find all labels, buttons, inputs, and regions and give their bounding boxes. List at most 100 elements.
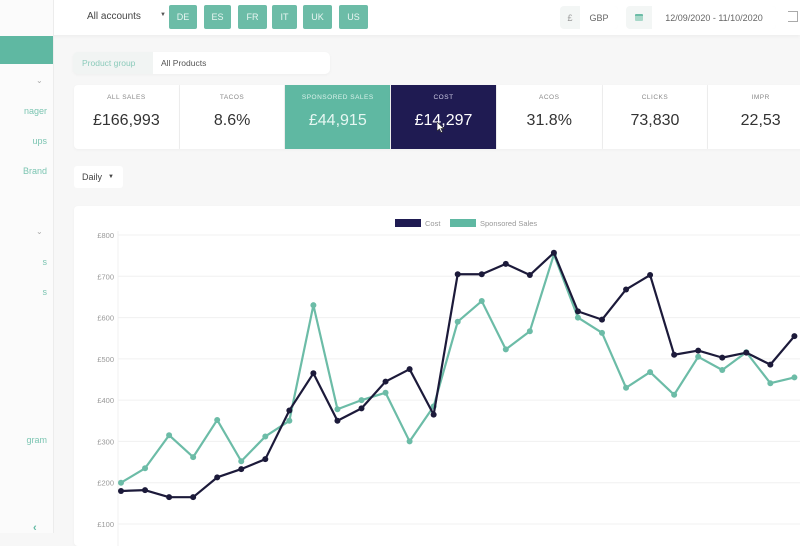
data-point[interactable] xyxy=(767,380,774,387)
data-point[interactable] xyxy=(526,272,533,279)
collapse-sidebar-icon[interactable]: ‹ xyxy=(33,522,37,533)
data-point[interactable] xyxy=(286,407,293,414)
sidebar-item-5[interactable]: s xyxy=(42,287,48,297)
data-point[interactable] xyxy=(454,271,461,278)
logout-icon[interactable] xyxy=(788,11,798,22)
data-point[interactable] xyxy=(599,316,605,323)
currency-select[interactable]: £ GBP xyxy=(560,6,618,29)
data-point[interactable] xyxy=(791,333,798,340)
currency-value[interactable]: GBP xyxy=(580,6,618,29)
marketplace-de-button[interactable]: DE xyxy=(169,5,197,29)
calendar-icon xyxy=(626,6,652,29)
interval-value: Daily xyxy=(82,172,103,182)
data-point[interactable] xyxy=(142,487,149,494)
sidebar-item-brand[interactable]: Brand xyxy=(22,166,47,176)
data-point[interactable] xyxy=(310,302,317,309)
data-point[interactable] xyxy=(599,329,605,336)
data-point[interactable] xyxy=(454,318,461,325)
data-point[interactable] xyxy=(166,494,173,501)
data-point[interactable] xyxy=(286,417,293,424)
kpi-acos[interactable]: ACOS 31.8% xyxy=(496,85,603,149)
sidebar-item-campaign-manager[interactable]: nager xyxy=(23,106,47,116)
date-range-picker[interactable]: 12/09/2020 - 11/10/2020 xyxy=(626,6,776,29)
kpi-sponsored-sales[interactable]: SPONSORED SALES £44,915 xyxy=(285,85,392,149)
top-bar: All accounts ▼ DE ES FR IT UK US £ GBP 1… xyxy=(0,0,800,35)
data-point[interactable] xyxy=(382,389,389,396)
data-point[interactable] xyxy=(382,378,389,385)
sidebar-item-groups[interactable]: ups xyxy=(32,136,47,146)
marketplace-uk-button[interactable]: UK xyxy=(303,5,332,29)
data-point[interactable] xyxy=(334,417,341,424)
kpi-all-sales[interactable]: ALL SALES £166,993 xyxy=(74,85,180,149)
data-point[interactable] xyxy=(262,433,269,440)
date-range-value[interactable]: 12/09/2020 - 11/10/2020 xyxy=(652,6,776,29)
data-point[interactable] xyxy=(695,353,702,360)
sidebar-active-item[interactable] xyxy=(0,36,53,64)
kpi-clicks[interactable]: CLICKS 73,830 xyxy=(602,85,709,149)
legend-label[interactable]: Cost xyxy=(425,219,441,228)
data-point[interactable] xyxy=(406,438,413,445)
data-point[interactable] xyxy=(262,456,269,463)
data-point[interactable] xyxy=(502,260,509,267)
data-point[interactable] xyxy=(574,308,581,315)
data-point[interactable] xyxy=(502,346,509,353)
data-point[interactable] xyxy=(430,411,437,418)
sidebar: ⌄ ⌄ nager ups Brand s s gram ‹ xyxy=(0,0,54,533)
series-line-cost xyxy=(120,251,796,499)
sidebar-item-4[interactable]: s xyxy=(42,257,48,267)
data-point[interactable] xyxy=(526,328,533,335)
legend-swatch[interactable] xyxy=(450,219,476,227)
data-point[interactable] xyxy=(719,354,726,361)
data-point[interactable] xyxy=(310,370,317,377)
data-point[interactable] xyxy=(623,384,630,391)
data-point[interactable] xyxy=(478,271,485,278)
data-point[interactable] xyxy=(767,361,774,368)
data-point[interactable] xyxy=(623,286,630,293)
chevron-down-icon[interactable]: ⌄ xyxy=(36,227,43,236)
data-point[interactable] xyxy=(406,366,413,373)
caret-down-icon[interactable]: ▼ xyxy=(160,12,166,18)
data-point[interactable] xyxy=(358,405,365,412)
data-point[interactable] xyxy=(238,466,245,473)
data-point[interactable] xyxy=(791,374,798,381)
data-point[interactable] xyxy=(647,369,654,376)
data-point[interactable] xyxy=(478,298,485,305)
data-point[interactable] xyxy=(719,367,726,374)
data-point[interactable] xyxy=(574,314,581,321)
data-point[interactable] xyxy=(166,432,173,439)
data-point[interactable] xyxy=(118,479,124,486)
legend-label[interactable]: Sponsored Sales xyxy=(480,219,537,228)
data-point[interactable] xyxy=(214,416,221,423)
data-point[interactable] xyxy=(743,349,750,356)
marketplace-us-button[interactable]: US xyxy=(339,5,368,29)
data-point[interactable] xyxy=(214,474,221,481)
account-select[interactable]: All accounts xyxy=(87,11,141,22)
marketplace-es-button[interactable]: ES xyxy=(204,5,231,29)
kpi-value: 22,53 xyxy=(740,112,781,129)
data-point[interactable] xyxy=(118,487,124,494)
data-point[interactable] xyxy=(334,406,341,413)
kpi-label: ALL SALES xyxy=(107,94,146,101)
product-group-filter[interactable]: Product group All Products xyxy=(73,52,330,74)
data-point[interactable] xyxy=(647,272,654,279)
kpi-impressions[interactable]: IMPR 22,53 xyxy=(708,85,800,149)
data-point[interactable] xyxy=(671,391,678,398)
product-group-input[interactable]: All Products xyxy=(153,52,330,74)
data-point[interactable] xyxy=(358,397,365,404)
chevron-down-icon[interactable]: ⌄ xyxy=(36,76,43,85)
marketplace-fr-button[interactable]: FR xyxy=(238,5,267,29)
data-point[interactable] xyxy=(190,454,197,461)
marketplace-it-button[interactable]: IT xyxy=(272,5,297,29)
data-point[interactable] xyxy=(695,347,702,354)
kpi-tacos[interactable]: TACOS 8.6% xyxy=(179,85,286,149)
sidebar-item-program[interactable]: gram xyxy=(26,435,47,445)
legend-swatch[interactable] xyxy=(395,219,421,227)
data-point[interactable] xyxy=(550,249,557,256)
data-point[interactable] xyxy=(671,351,678,358)
data-point[interactable] xyxy=(238,458,245,465)
data-point[interactable] xyxy=(190,494,197,501)
kpi-cost[interactable]: COST £14,297 xyxy=(391,85,497,149)
interval-select[interactable]: Daily ▼ xyxy=(74,166,123,188)
y-tick-label: £700 xyxy=(97,272,114,281)
data-point[interactable] xyxy=(142,465,149,472)
